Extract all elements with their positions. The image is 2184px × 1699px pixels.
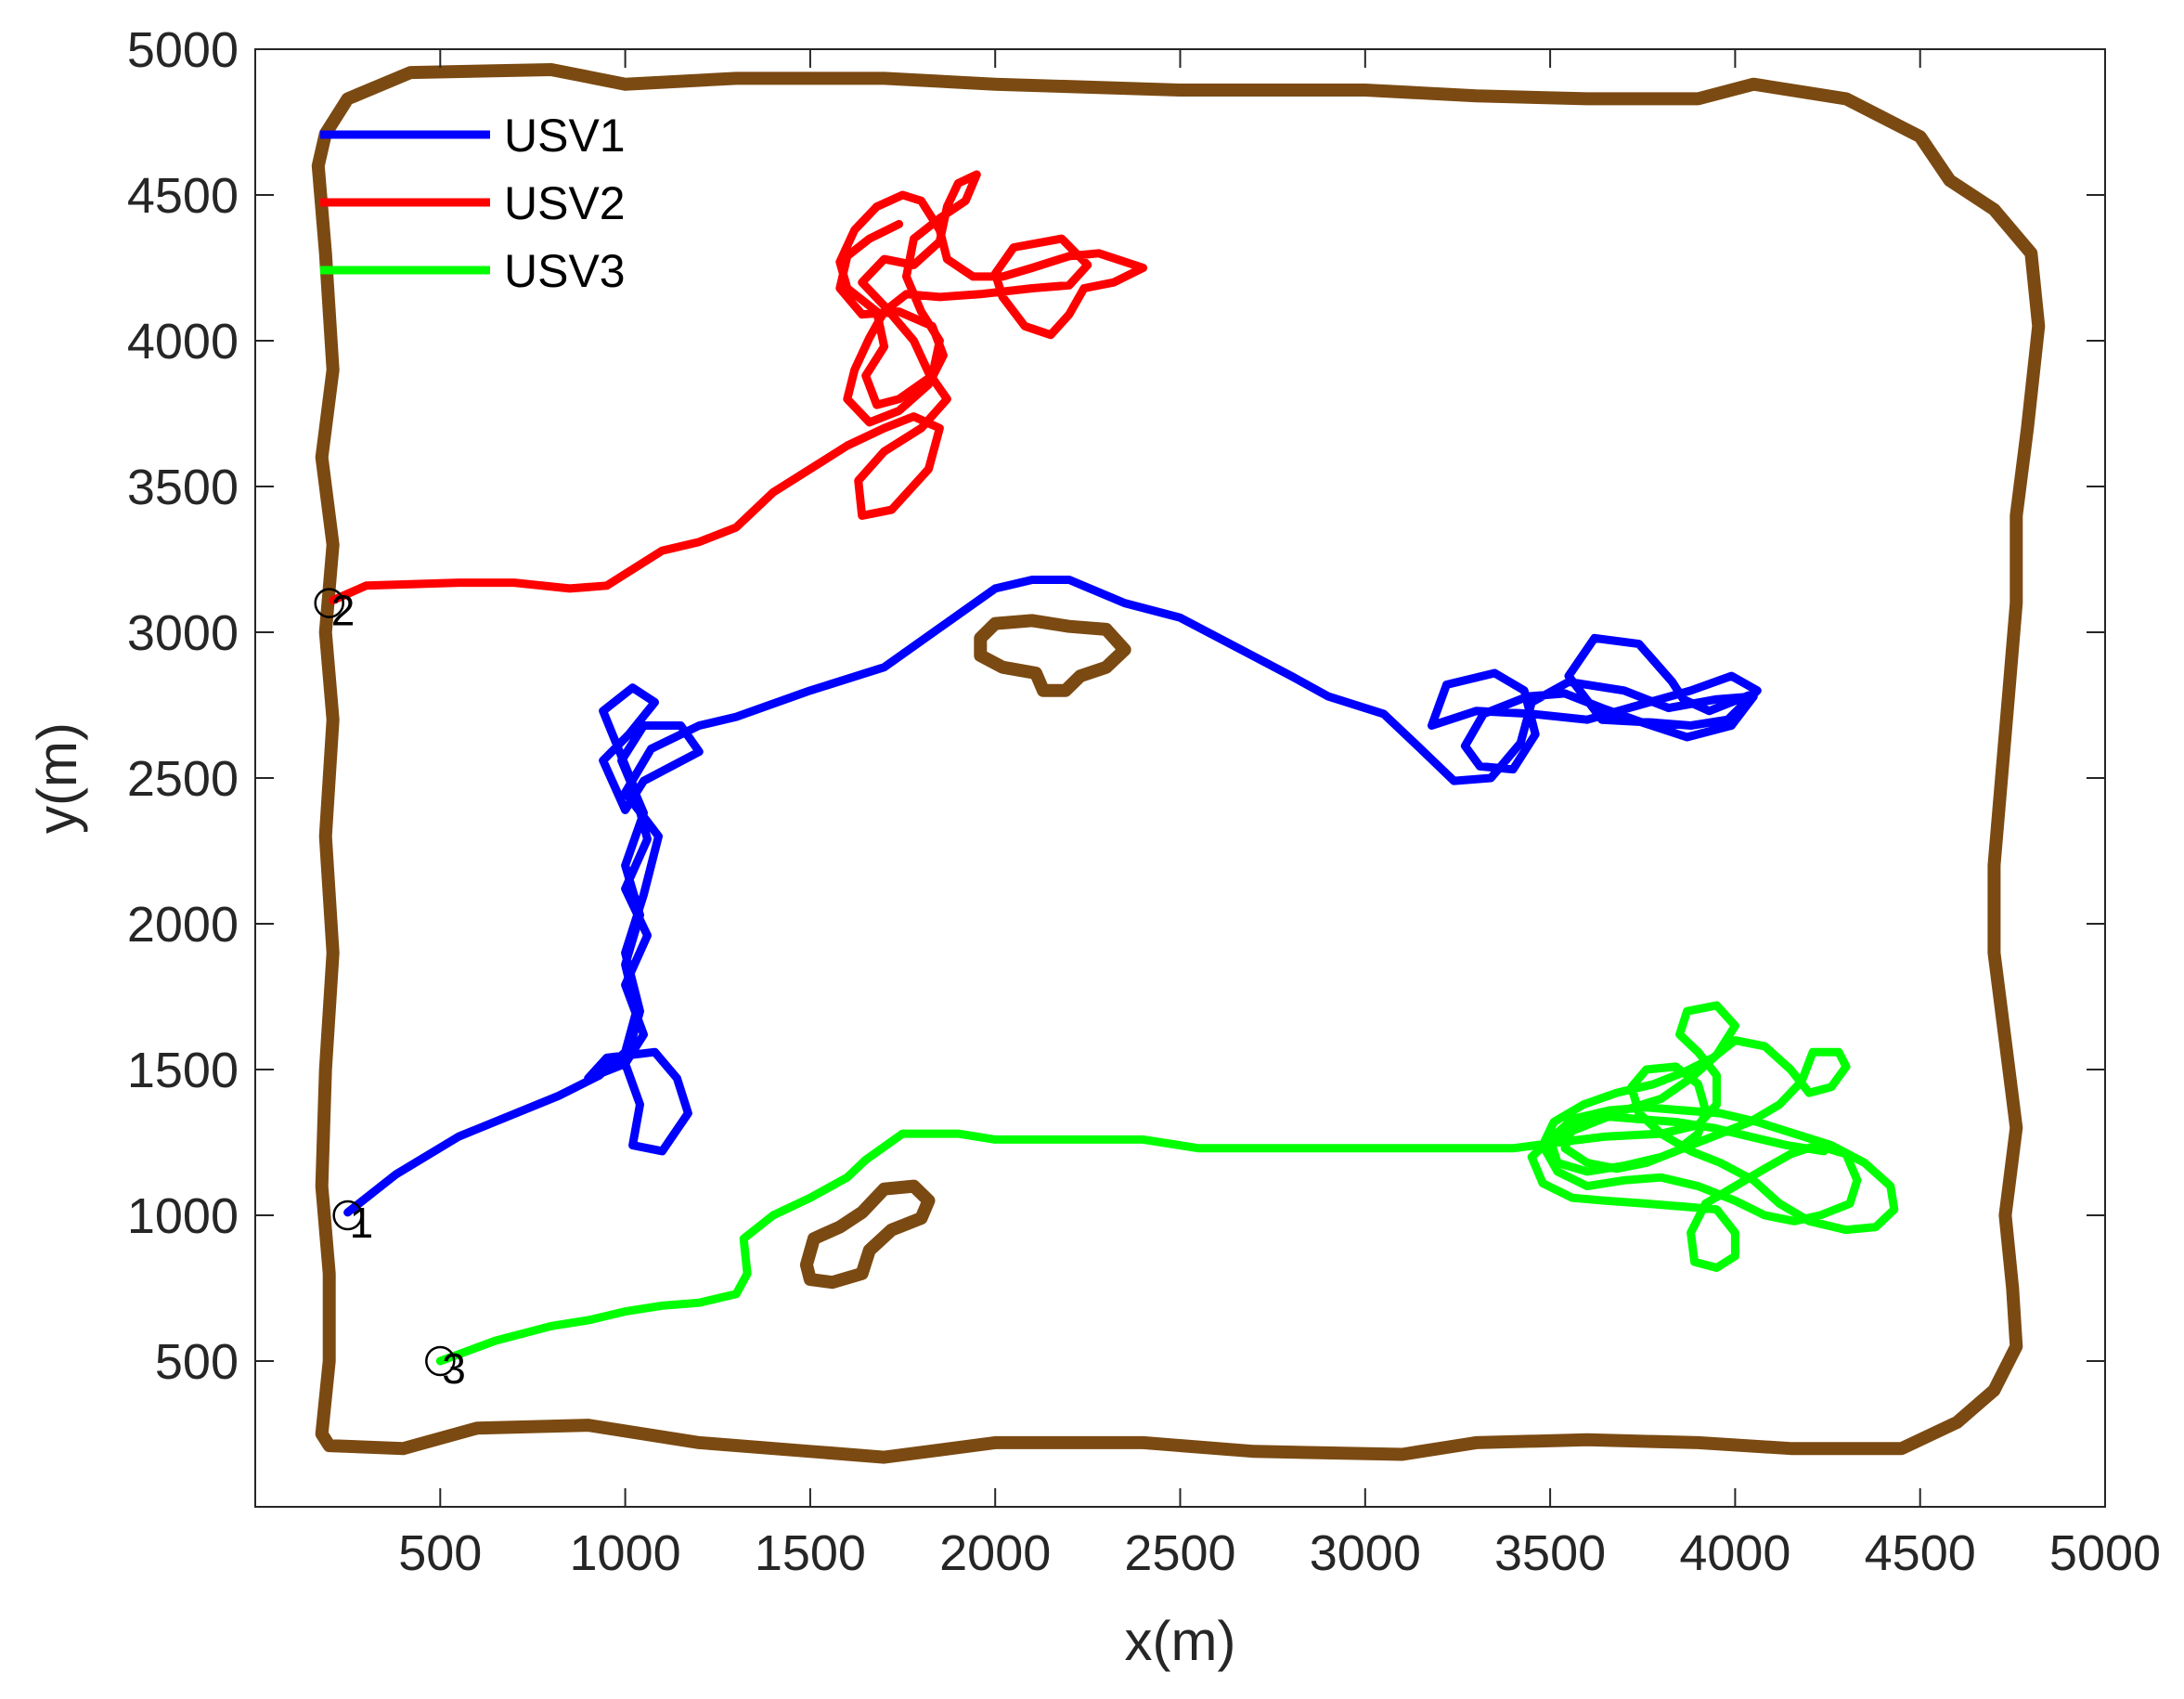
series-line-usv2	[329, 170, 1148, 604]
start-marker-2	[314, 588, 344, 618]
x-tick-label: 3500	[1494, 1525, 1606, 1581]
y-tick-label: 4500	[127, 168, 239, 224]
x-tick-label: 3000	[1310, 1525, 1421, 1581]
axis-ticks	[255, 48, 2106, 1507]
y-tick-label: 500	[155, 1334, 239, 1390]
y-tick-label: 2500	[127, 751, 239, 807]
y-tick-label: 3000	[127, 605, 239, 661]
x-tick-label: 1000	[570, 1525, 681, 1581]
x-tick-label: 5000	[2049, 1525, 2161, 1581]
start-marker-label-1: 1	[350, 1199, 374, 1247]
y-tick-label: 1000	[127, 1188, 239, 1244]
y-tick-label: 3500	[127, 460, 239, 515]
series-line-usv3	[435, 1001, 1899, 1366]
x-tick-label: 2000	[939, 1525, 1051, 1581]
obstacle-2	[799, 1179, 936, 1290]
series-line-usv1	[343, 576, 1762, 1217]
boundary-line	[311, 63, 2046, 1464]
y-tick-label: 5000	[127, 22, 239, 78]
y-tick-label: 2000	[127, 897, 239, 953]
legend-label-usv2: USV2	[504, 177, 626, 229]
y-tick-label: 1500	[127, 1043, 239, 1098]
y-axis-label: y(m)	[26, 722, 88, 834]
axes-box	[254, 48, 2106, 1508]
x-tick-label: 4500	[1865, 1525, 1976, 1581]
legend-label-usv3: USV3	[504, 245, 626, 297]
plot-area	[311, 63, 2046, 1464]
y-tick-label: 4000	[127, 314, 239, 370]
x-tick-label: 1500	[755, 1525, 866, 1581]
start-marker-1	[332, 1200, 363, 1231]
x-tick-label: 500	[398, 1525, 482, 1581]
start-marker-label-3: 3	[442, 1344, 466, 1393]
legend: USV1 USV2 USV3	[320, 110, 626, 297]
x-tick-label: 2500	[1124, 1525, 1235, 1581]
start-marker-3	[425, 1345, 456, 1377]
obstacle-1	[974, 614, 1131, 697]
legend-label-usv1: USV1	[504, 110, 626, 162]
x-axis-label: x(m)	[1125, 1610, 1236, 1672]
start-marker-label-2: 2	[331, 587, 355, 635]
x-tick-label: 4000	[1679, 1525, 1790, 1581]
tick-labels: 500 1000 1500 2000 2500 3000 3500 4000 4500 50005…	[127, 22, 2161, 1581]
